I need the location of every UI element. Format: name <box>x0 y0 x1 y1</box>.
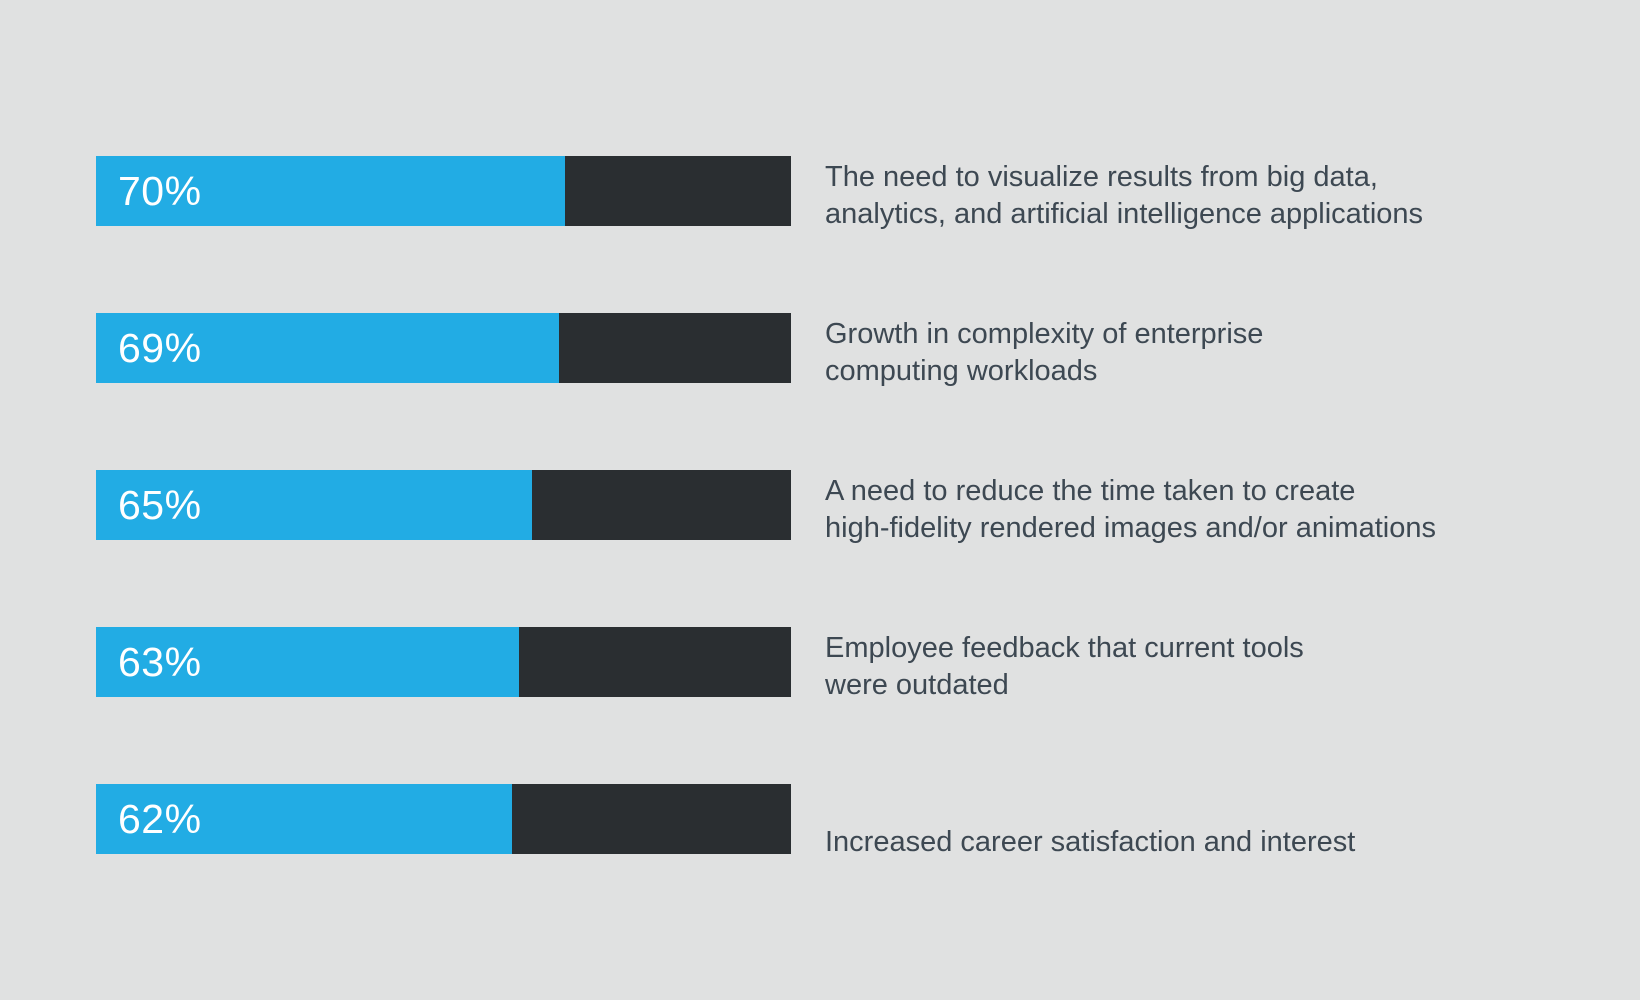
bar-track: 69% <box>96 313 791 383</box>
bar-value-label: 65% <box>118 481 202 528</box>
bar-row: 62% Increased career satisfaction and in… <box>0 784 1640 941</box>
bar-row: 65% A need to reduce the time taken to c… <box>0 470 1640 627</box>
bar-row: 70% The need to visualize results from b… <box>0 156 1640 313</box>
bar-fill: 65% <box>96 470 532 540</box>
bar-track: 70% <box>96 156 791 226</box>
bar-category-label-line: Growth in complexity of enterprise <box>825 318 1264 350</box>
bar-row-list: 70% The need to visualize results from b… <box>0 156 1640 941</box>
bar-fill: 70% <box>96 156 566 226</box>
bar-category-label: Employee feedback that current tools wer… <box>825 627 1525 704</box>
bar-fill: 62% <box>96 784 512 854</box>
bar-category-label: A need to reduce the time taken to creat… <box>825 470 1525 547</box>
bar-category-label-line: The need to visualize results from big d… <box>825 161 1378 193</box>
bar-category-label-line: analytics, and artificial intelligence a… <box>825 198 1424 231</box>
bar-value-label: 62% <box>118 795 202 842</box>
bar-value-label: 70% <box>118 167 202 214</box>
bar-track: 63% <box>96 627 791 697</box>
bar-track: 65% <box>96 470 791 540</box>
bar-value-label: 63% <box>118 638 202 685</box>
bar-category-label-line: were outdated <box>825 669 1009 702</box>
bar-value-label: 69% <box>118 324 202 371</box>
bar-category-label-line: Employee feedback that current tools <box>825 632 1304 664</box>
bar-fill: 63% <box>96 627 519 697</box>
bar-row: 63% Employee feedback that current tools… <box>0 627 1640 784</box>
bar-row: 69% Growth in complexity of enterprise c… <box>0 313 1640 470</box>
bar-category-label: Increased career satisfaction and intere… <box>825 784 1525 861</box>
bar-category-label: Growth in complexity of enterprise compu… <box>825 313 1525 390</box>
bar-track: 62% <box>96 784 791 854</box>
bar-category-label-line: high-fidelity rendered images and/or ani… <box>825 512 1436 545</box>
bar-category-label-line: Increased career satisfaction and intere… <box>825 826 1356 858</box>
bar-category-label: The need to visualize results from big d… <box>825 156 1525 233</box>
bar-category-label-line: A need to reduce the time taken to creat… <box>825 475 1356 507</box>
bar-category-label-line: computing workloads <box>825 355 1098 388</box>
bar-fill: 69% <box>96 313 559 383</box>
